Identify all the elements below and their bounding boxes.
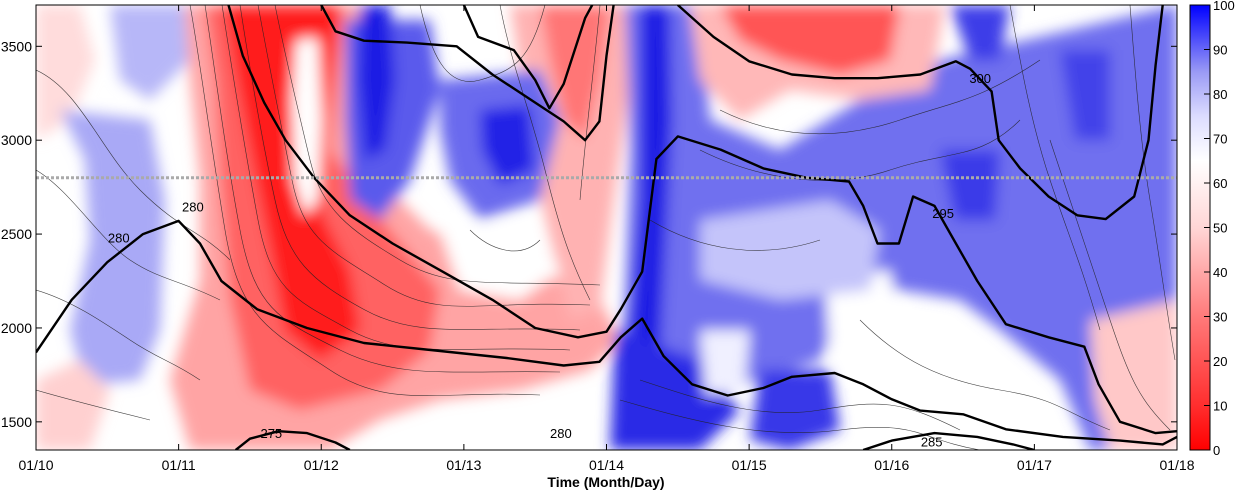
- x-tick-label: 01/18: [1159, 457, 1194, 473]
- y-axis: 1500 2000 2500 3000 3500: [1, 38, 1177, 430]
- x-axis-title: Time (Month/Day): [547, 474, 664, 490]
- x-tick-label: 01/10: [18, 457, 53, 473]
- shade-white-0116: [700, 330, 750, 395]
- contour-label: 295: [932, 206, 954, 221]
- contour-label: 280: [182, 200, 204, 215]
- colorbar-tick-label: 40: [1213, 265, 1227, 280]
- shade-pale-blue-top: [110, 5, 200, 100]
- contour-line-285b: [862, 431, 1035, 450]
- colorbar-tick-label: 30: [1213, 310, 1227, 325]
- x-tick-label: 01/15: [732, 457, 767, 473]
- shade-pale-blue-mid: [700, 200, 880, 300]
- colorbar-tick-label: 0: [1213, 443, 1220, 458]
- contour-line-290: [320, 5, 615, 142]
- shade-pale-red-left: [36, 5, 95, 140]
- shade-white-0113: [440, 220, 560, 300]
- shade-blue-cell-0116: [940, 150, 1000, 220]
- colorbar-tick-label: 70: [1213, 132, 1227, 147]
- contour-line-300: [677, 5, 1164, 221]
- colorbar-tick-label: 90: [1213, 43, 1227, 58]
- humidity-shading: 280 280 275 280 300 295 285: [36, 5, 1177, 450]
- shade-strong-blue-top-right: [950, 5, 1010, 60]
- x-axis: 01/10 01/11 01/12 01/13 01/14 01/15 01/16 01/17…: [18, 5, 1195, 473]
- x-tick-label: 01/11: [162, 457, 196, 473]
- y-tick-label: 2000: [1, 320, 32, 336]
- colorbar-tick-label: 80: [1213, 87, 1227, 102]
- x-tick-label: 01/13: [446, 457, 481, 473]
- shade-strong-blue-0114b: [610, 330, 740, 450]
- shade-strong-blue-0115: [750, 370, 840, 450]
- contour-line-285: [227, 5, 1177, 435]
- colorbar-tick-label: 10: [1213, 399, 1227, 414]
- shade-strong-blue-right: [1060, 50, 1110, 140]
- x-tick-label: 01/14: [589, 457, 624, 473]
- colorbar-tick-label: 100: [1213, 0, 1235, 13]
- colorbar-tick-label: 60: [1213, 176, 1227, 191]
- x-tick-label: 01/16: [874, 457, 909, 473]
- contour-label: 300: [969, 71, 991, 86]
- contour-line-275: [234, 430, 351, 450]
- colorbar-ticks: 0 10 20 30 40 50 60 70 80 90 100: [1204, 0, 1235, 458]
- shade-white-slot: [292, 38, 322, 215]
- y-tick-label: 3500: [1, 38, 32, 54]
- colorbar: 0 10 20 30 40 50 60 70 80 90 100: [1189, 0, 1235, 458]
- shade-white-0115: [825, 270, 900, 380]
- contour-label: 280: [550, 426, 572, 441]
- contour-label: 275: [260, 426, 282, 441]
- shade-pale-red-bottom-right: [1090, 300, 1177, 450]
- contour-line-280: [36, 219, 1177, 446]
- shade-red-center: [540, 5, 610, 140]
- y-tick-label: 2500: [1, 226, 32, 242]
- contour-line-295: [462, 5, 594, 110]
- contour-labels: 280 280 275 280 300 295 285: [108, 71, 991, 449]
- colorbar-tick-label: 20: [1213, 354, 1227, 369]
- shade-strong-blue-0113: [480, 105, 535, 185]
- shade-pale-red-bottom-left: [36, 360, 110, 450]
- shade-blue-right: [610, 5, 1177, 450]
- shade-strong-blue-0112: [358, 5, 395, 160]
- thick-contours: [36, 5, 1177, 450]
- y-tick-label: 1500: [1, 414, 32, 430]
- contour-label: 280: [108, 231, 130, 246]
- x-tick-label: 01/12: [304, 457, 339, 473]
- contour-label: 285: [921, 434, 943, 449]
- y-tick-label: 3000: [1, 132, 32, 148]
- thin-contours: [36, 5, 1176, 450]
- shade-red-top-right: [720, 5, 900, 75]
- x-tick-label: 01/17: [1017, 457, 1052, 473]
- colorbar-tick-label: 50: [1213, 221, 1227, 236]
